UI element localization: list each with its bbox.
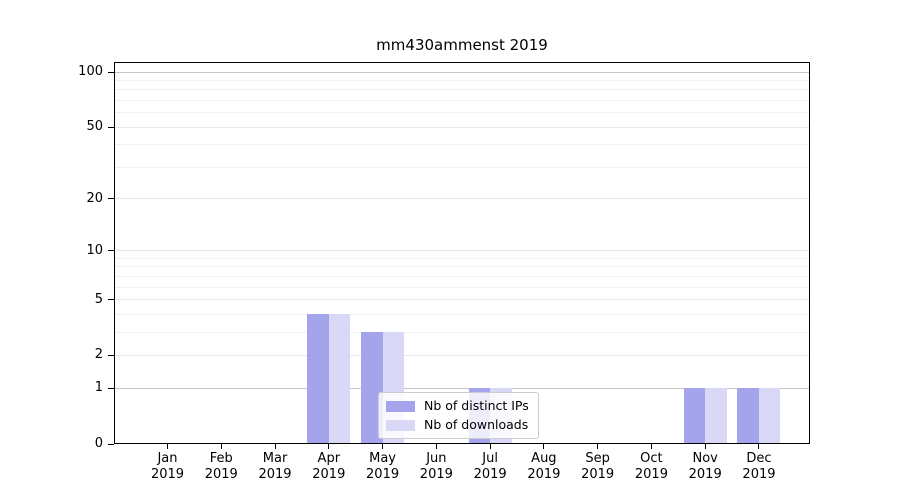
legend-swatch-distinct-ips-icon bbox=[386, 400, 415, 412]
bar-nb-distinct-ips bbox=[307, 314, 329, 444]
gridline bbox=[114, 313, 810, 315]
bar-nb-downloads bbox=[705, 388, 727, 444]
x-tick-mark bbox=[220, 444, 222, 449]
y-tick-label: 2 bbox=[94, 347, 103, 363]
y-tick-mark bbox=[108, 198, 114, 200]
gridline bbox=[114, 166, 810, 168]
x-tick-mark bbox=[597, 444, 599, 449]
plot-area bbox=[114, 62, 810, 444]
x-tick-mark bbox=[650, 444, 652, 449]
x-tick-mark bbox=[328, 444, 330, 449]
bar-nb-distinct-ips bbox=[683, 388, 706, 444]
y-tick-label: 5 bbox=[94, 291, 103, 307]
y-tick-label: 20 bbox=[86, 190, 103, 206]
y-tick-label: 0 bbox=[94, 436, 103, 451]
gridline-emphasis bbox=[114, 387, 810, 389]
x-tick-label: May 2019 bbox=[366, 451, 400, 482]
x-tick-label: Aug 2019 bbox=[527, 451, 561, 482]
x-tick-mark bbox=[382, 444, 384, 449]
gridline-emphasis bbox=[114, 71, 810, 73]
x-tick-mark bbox=[274, 444, 276, 449]
gridline bbox=[114, 126, 810, 128]
gridline bbox=[114, 266, 810, 268]
y-tick-label: 50 bbox=[86, 119, 103, 135]
y-tick-label: 1 bbox=[94, 380, 103, 396]
x-tick-label: Jan 2019 bbox=[150, 451, 185, 482]
gridline bbox=[114, 258, 810, 259]
x-tick-label: Sep 2019 bbox=[581, 451, 615, 482]
y-tick-mark bbox=[108, 354, 114, 356]
gridline bbox=[114, 80, 810, 82]
legend: Nb of distinct IPs Nb of downloads bbox=[378, 392, 539, 439]
legend-label-distinct-ips: Nb of distinct IPs bbox=[424, 398, 529, 413]
gridline bbox=[114, 89, 810, 91]
x-tick-label: Feb 2019 bbox=[204, 451, 238, 482]
legend-swatch-downloads-icon bbox=[386, 419, 415, 431]
bar-nb-distinct-ips bbox=[361, 332, 383, 444]
gridline bbox=[114, 250, 810, 252]
x-tick-label: Jun 2019 bbox=[419, 451, 453, 482]
x-tick-mark bbox=[758, 444, 760, 449]
legend-label-downloads: Nb of downloads bbox=[424, 417, 529, 432]
y-tick-mark bbox=[108, 299, 114, 301]
gridline bbox=[114, 299, 810, 301]
x-tick-mark bbox=[704, 444, 706, 449]
gridline bbox=[114, 354, 810, 356]
x-tick-label: Nov 2019 bbox=[688, 451, 722, 482]
legend-item-distinct-ips: Nb of distinct IPs bbox=[386, 397, 529, 415]
gridline bbox=[114, 144, 810, 146]
y-tick-mark bbox=[108, 250, 114, 252]
x-tick-mark bbox=[543, 444, 545, 449]
gridline bbox=[114, 100, 810, 102]
y-tick-mark bbox=[108, 126, 114, 128]
y-tick-mark bbox=[108, 387, 114, 389]
gridline bbox=[114, 331, 810, 333]
x-tick-mark bbox=[167, 444, 168, 449]
x-tick-label: Oct 2019 bbox=[634, 451, 668, 482]
x-tick-mark bbox=[435, 444, 437, 449]
gridline bbox=[114, 198, 810, 200]
gridline bbox=[114, 275, 810, 277]
legend-item-downloads: Nb of downloads bbox=[386, 416, 529, 434]
gridline bbox=[114, 112, 810, 114]
x-tick-label: Jul 2019 bbox=[473, 451, 507, 482]
chart-title: mm430ammenst 2019 bbox=[376, 36, 548, 54]
x-tick-label: Dec 2019 bbox=[742, 451, 776, 482]
y-tick-mark bbox=[108, 443, 114, 445]
x-tick-label: Mar 2019 bbox=[258, 451, 292, 482]
x-tick-mark bbox=[489, 444, 491, 449]
y-tick-mark bbox=[108, 71, 114, 73]
bar-nb-downloads bbox=[328, 314, 351, 444]
bar-nb-distinct-ips bbox=[737, 388, 759, 444]
gridline bbox=[114, 286, 810, 288]
y-tick-label: 100 bbox=[78, 64, 103, 80]
y-tick-label: 10 bbox=[86, 242, 103, 258]
bar-nb-downloads bbox=[758, 388, 781, 444]
x-tick-label: Apr 2019 bbox=[312, 451, 346, 482]
